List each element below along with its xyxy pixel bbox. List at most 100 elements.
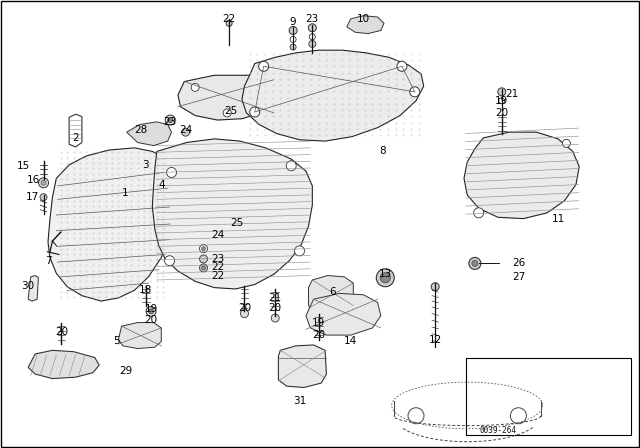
Circle shape	[250, 107, 260, 117]
Polygon shape	[127, 122, 172, 146]
Circle shape	[241, 310, 248, 318]
Text: 13: 13	[379, 269, 392, 279]
Circle shape	[498, 88, 506, 96]
Circle shape	[41, 180, 46, 185]
Circle shape	[271, 314, 279, 322]
Text: 27: 27	[512, 272, 525, 282]
Circle shape	[499, 98, 505, 104]
Circle shape	[165, 115, 175, 125]
Text: 8: 8	[380, 146, 386, 156]
Polygon shape	[306, 293, 381, 335]
Polygon shape	[178, 75, 278, 120]
Text: 15: 15	[17, 161, 29, 171]
Polygon shape	[28, 350, 99, 379]
Text: 30: 30	[22, 281, 35, 291]
Circle shape	[202, 266, 205, 270]
Circle shape	[226, 20, 232, 26]
Text: 4: 4	[158, 180, 164, 190]
Text: 12: 12	[429, 335, 442, 345]
Text: 19: 19	[312, 318, 325, 327]
Polygon shape	[464, 132, 579, 219]
Circle shape	[202, 247, 205, 250]
Text: 16: 16	[27, 175, 40, 185]
Text: 23: 23	[164, 117, 177, 127]
Circle shape	[166, 168, 177, 177]
Text: 0039-264: 0039-264	[479, 426, 516, 435]
Text: 22: 22	[211, 262, 224, 271]
Text: 9: 9	[290, 17, 296, 26]
Text: 21: 21	[506, 89, 518, 99]
Text: 23: 23	[211, 254, 224, 264]
Text: 19: 19	[145, 304, 157, 314]
Circle shape	[397, 61, 407, 71]
Circle shape	[472, 260, 478, 267]
Text: 20: 20	[145, 315, 157, 325]
Text: 24: 24	[179, 125, 192, 135]
Text: 28: 28	[134, 125, 147, 135]
Circle shape	[563, 139, 570, 147]
Polygon shape	[308, 276, 353, 314]
Circle shape	[164, 256, 175, 266]
Text: 5: 5	[113, 336, 120, 346]
Circle shape	[200, 264, 207, 272]
Circle shape	[474, 208, 484, 218]
Text: 14: 14	[344, 336, 357, 346]
Circle shape	[148, 309, 154, 314]
Polygon shape	[28, 276, 38, 301]
Circle shape	[290, 36, 296, 43]
Circle shape	[380, 273, 390, 283]
Circle shape	[40, 194, 47, 201]
Text: 29: 29	[119, 366, 132, 376]
Text: 17: 17	[26, 192, 38, 202]
Circle shape	[146, 306, 156, 316]
Polygon shape	[278, 345, 326, 388]
Circle shape	[469, 258, 481, 269]
Polygon shape	[48, 148, 174, 301]
Circle shape	[290, 44, 296, 50]
Text: 18: 18	[140, 285, 152, 295]
Circle shape	[309, 34, 316, 40]
Circle shape	[191, 83, 199, 91]
Circle shape	[286, 161, 296, 171]
Circle shape	[309, 40, 316, 47]
Text: 20: 20	[269, 303, 282, 313]
Polygon shape	[118, 323, 161, 349]
Circle shape	[376, 269, 394, 287]
Polygon shape	[347, 16, 384, 34]
Circle shape	[200, 255, 207, 263]
Circle shape	[410, 87, 420, 97]
Text: 6: 6	[330, 287, 336, 297]
Circle shape	[262, 81, 269, 89]
Text: 21: 21	[269, 293, 282, 303]
Text: 7: 7	[45, 256, 52, 266]
Text: 20: 20	[55, 327, 68, 337]
Circle shape	[200, 245, 207, 253]
Text: 3: 3	[143, 160, 149, 170]
Circle shape	[182, 128, 189, 136]
Circle shape	[223, 109, 231, 117]
Circle shape	[294, 246, 305, 256]
Text: 23: 23	[306, 14, 319, 24]
Text: 20: 20	[238, 303, 251, 313]
Circle shape	[38, 178, 49, 188]
Text: 2: 2	[72, 133, 79, 143]
Polygon shape	[242, 50, 424, 141]
Text: 10: 10	[357, 14, 370, 24]
Text: 20: 20	[312, 330, 325, 340]
Circle shape	[168, 117, 173, 123]
Circle shape	[308, 24, 316, 32]
Text: 22: 22	[211, 271, 224, 280]
Circle shape	[259, 61, 269, 71]
Text: 22: 22	[223, 14, 236, 24]
Text: 31: 31	[293, 396, 306, 406]
Text: 1: 1	[122, 188, 128, 198]
Text: 24: 24	[211, 230, 224, 240]
Text: 19: 19	[495, 96, 508, 106]
Polygon shape	[152, 139, 312, 289]
Text: 20: 20	[495, 108, 508, 118]
Text: 11: 11	[552, 214, 564, 224]
Text: 26: 26	[512, 258, 525, 268]
Text: 25: 25	[230, 218, 243, 228]
Text: 25: 25	[224, 106, 237, 116]
Circle shape	[289, 26, 297, 34]
